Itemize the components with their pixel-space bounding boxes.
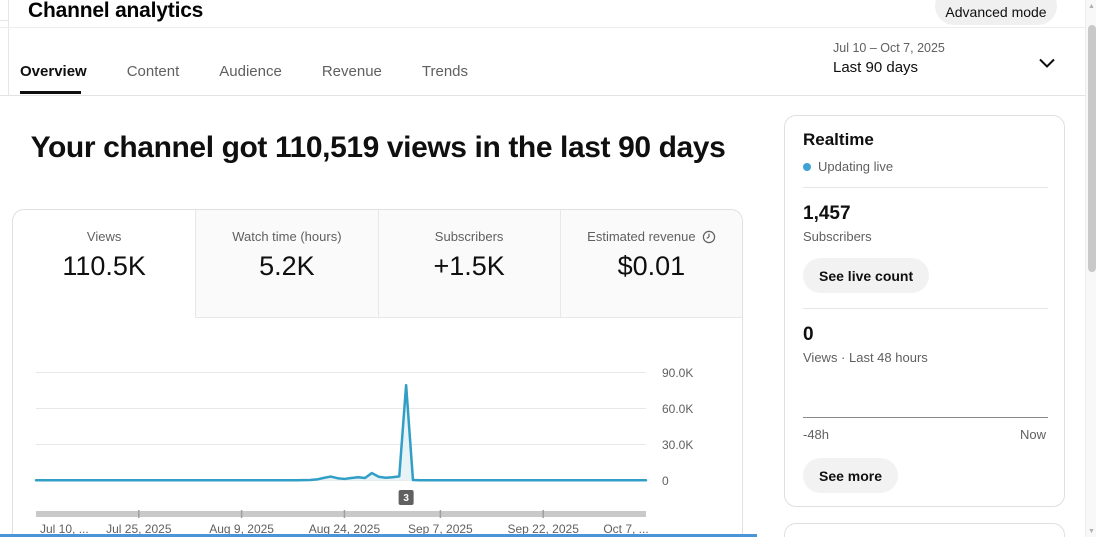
x-axis-label: Aug 9, 2025 [209,522,274,536]
scrollbar-down-icon[interactable]: ▼ [1088,528,1095,535]
realtime-views-value: 0 [803,324,814,345]
live-dot-icon [803,162,811,171]
y-axis-label: 90.0K [662,366,693,380]
realtime-subscribers-label: Subscribers [803,229,872,244]
left-rail-border [8,0,9,96]
realtime-axis-start-label: -48h [803,427,830,442]
clock-icon [702,230,715,243]
metric-value: +1.5K [433,251,505,281]
views-line-chart[interactable]: 0 30.0K 60.0K 90.0K Jul 10, ... Jul 25, 2025 A… [0,350,760,537]
metric-value: 5.2K [259,251,315,281]
analytics-tab-bar: Overview Content Audience Revenue Trends [20,63,468,80]
see-live-count-button[interactable]: See live count [803,258,930,293]
header-divider [0,27,1085,28]
scrubber-tick [542,510,544,518]
tab-revenue[interactable]: Revenue [321,63,382,80]
date-range-text: Jul 10 – Oct 7, 2025 [833,41,945,55]
advanced-mode-label: Advanced mode [945,4,1047,20]
scrubber-tick [439,510,442,518]
realtime-views-label: Views · Last 48 hours [803,350,928,365]
next-card-partial [784,523,1065,537]
metric-label: Watch time (hours) [232,229,342,244]
tab-overview[interactable]: Overview [20,63,87,80]
scrollbar-thumb[interactable] [1087,25,1096,272]
realtime-divider [803,308,1048,309]
metric-tab-subscribers[interactable]: Subscribers +1.5K [377,210,560,318]
tabs-divider [0,95,1085,96]
realtime-sparkline-axis [803,417,1048,418]
scrubber-tick [138,510,140,518]
metric-label: Views [86,229,122,244]
date-preset-text: Last 90 days [833,59,919,76]
realtime-divider [803,187,1048,188]
y-axis-label: 30.0K [662,438,693,452]
x-axis-label: Jul 10, ... [40,522,89,536]
advanced-mode-button[interactable]: Advanced mode [935,0,1057,25]
x-axis-label: Sep 7, 2025 [408,522,473,536]
x-axis-label: Sep 22, 2025 [507,522,579,536]
see-more-button[interactable]: See more [803,458,899,493]
metric-value: 110.5K [62,251,146,281]
page-title: Channel analytics [28,0,204,22]
metric-tab-strip: Views 110.5K Watch time (hours) 5.2K Sub… [13,210,742,318]
annotation-label: 3 [403,493,409,504]
page-scrollbar[interactable]: ▲ ▼ [1085,0,1096,537]
annotation-marker[interactable] [398,490,414,505]
x-axis-label: Jul 25, 2025 [106,522,172,536]
metric-value: $0.01 [617,251,686,281]
left-rail-divider [0,20,8,21]
tab-trends[interactable]: Trends [421,63,469,80]
x-axis-label: Aug 24, 2025 [309,522,381,536]
x-axis-label: Oct 7, ... [603,522,648,536]
chevron-down-icon[interactable] [1036,52,1058,74]
realtime-status-text: Updating live [818,159,894,174]
active-tab-underline [20,91,81,94]
metric-tab-views[interactable]: Views 110.5K [13,210,196,318]
metric-label: Subscribers [434,229,504,244]
metric-label: Estimated revenue [587,229,696,244]
views-headline: Your channel got 110,519 views in the la… [30,131,726,164]
y-axis-label: 60.0K [662,402,693,416]
scrubber-tick [343,510,346,518]
tab-content[interactable]: Content [126,63,180,80]
realtime-card: Realtime Updating live 1,457 Subscribers… [784,115,1065,507]
scrollbar-up-icon[interactable]: ▲ [1088,3,1095,10]
scrubber-tick [240,510,243,518]
views-area-fill [36,385,646,481]
y-axis-label: 0 [662,474,669,488]
metric-tab-watch-time[interactable]: Watch time (hours) 5.2K [195,210,378,318]
views-line-series [34,383,648,482]
metric-tab-estimated-revenue[interactable]: Estimated revenue $0.01 [559,210,742,318]
bottom-accent-line [0,534,757,537]
chart-scrubber-bar[interactable] [36,511,646,517]
tab-audience[interactable]: Audience [219,63,282,80]
realtime-axis-end-label: Now [1019,427,1046,442]
realtime-status: Updating live [803,159,893,174]
date-range-selector[interactable]: Jul 10 – Oct 7, 2025 Last 90 days [833,41,1063,76]
realtime-title: Realtime [803,130,874,149]
realtime-subscribers-value: 1,457 [803,203,851,224]
